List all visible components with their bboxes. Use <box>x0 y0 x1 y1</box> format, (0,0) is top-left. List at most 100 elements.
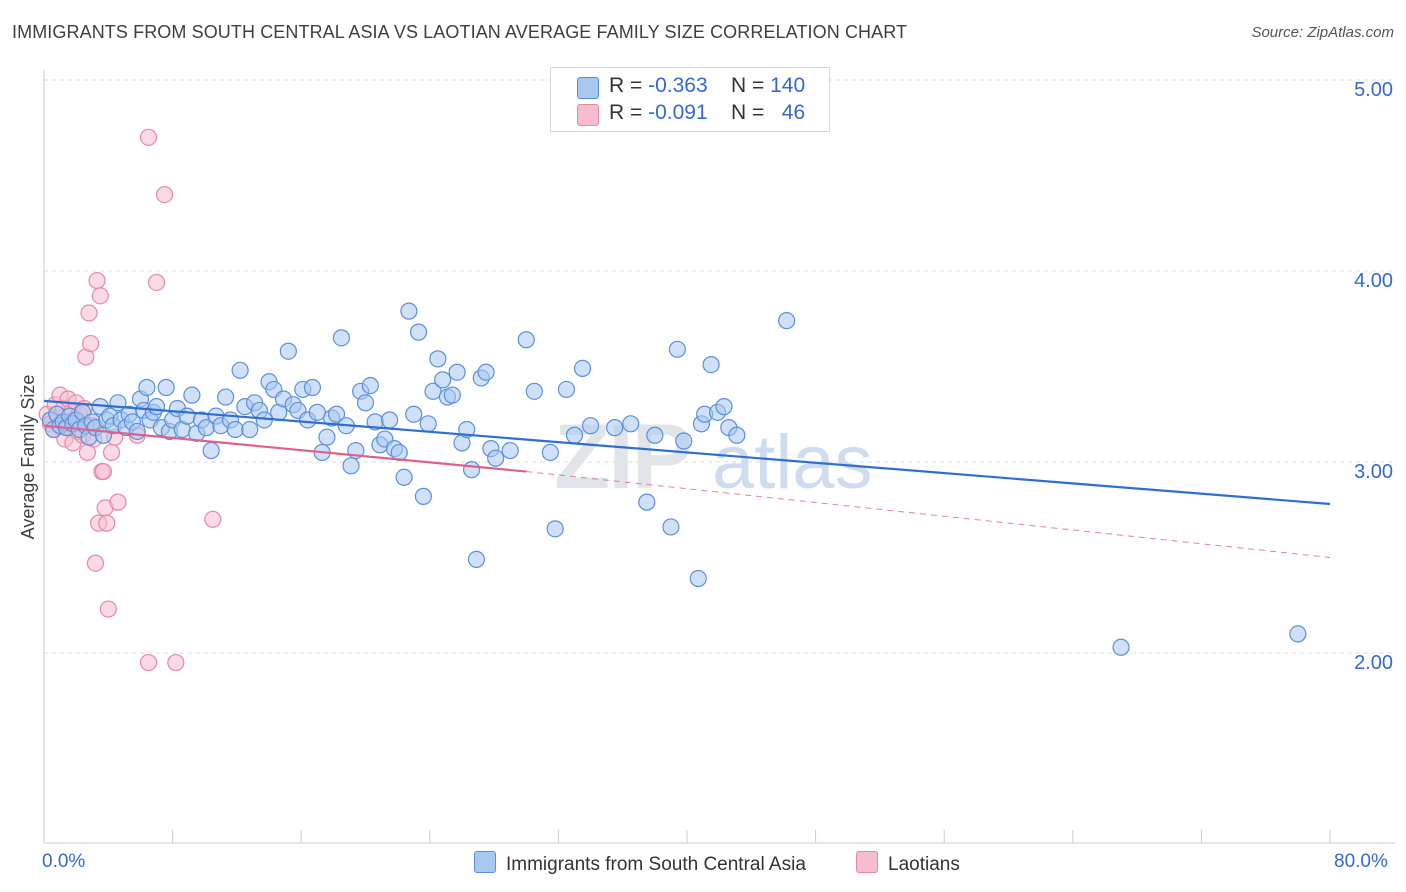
y-tick-label: 2.00 <box>1354 652 1393 674</box>
legend-r-label: R = <box>609 101 643 124</box>
data-point <box>638 493 656 511</box>
data-point <box>689 569 707 588</box>
data-point <box>178 407 196 425</box>
data-point <box>646 426 664 444</box>
data-point <box>715 398 733 416</box>
data-point <box>356 394 375 412</box>
data-point <box>202 441 220 460</box>
data-point <box>429 350 447 368</box>
data-point <box>606 419 624 437</box>
bottom-legend-item-south-central-asia: Immigrants from South Central Asia <box>474 851 806 876</box>
trend-line-blue <box>43 399 1331 506</box>
data-point <box>477 363 495 381</box>
legend-swatch-pink <box>856 851 878 873</box>
data-point <box>573 359 592 378</box>
data-point <box>167 653 185 672</box>
data-point <box>675 432 693 450</box>
axes <box>43 70 1395 844</box>
data-point <box>702 355 720 374</box>
data-point <box>381 411 399 429</box>
data-point <box>138 378 156 397</box>
data-point <box>342 457 360 475</box>
data-point <box>155 186 174 204</box>
x-tick-label-min: 0.0% <box>42 851 86 872</box>
legend-n-value: 140 <box>770 74 806 97</box>
correlation-legend: R = -0.363 N = 140 R = -0.091 N = 46 <box>550 67 830 132</box>
data-point <box>728 426 746 444</box>
legend-n-label: N = <box>731 101 765 124</box>
y-tick-label: 4.00 <box>1354 270 1393 292</box>
chart-title: IMMIGRANTS FROM SOUTH CENTRAL ASIA VS LA… <box>12 22 908 42</box>
data-point <box>147 273 166 292</box>
data-point <box>541 443 559 462</box>
legend-label: Immigrants from South Central Asia <box>506 854 806 875</box>
data-point <box>94 462 113 481</box>
data-point <box>434 371 452 389</box>
data-point <box>581 417 600 435</box>
data-point <box>419 415 437 433</box>
data-point <box>668 340 686 358</box>
data-point <box>409 323 428 341</box>
data-point <box>86 554 105 572</box>
legend-swatch-pink <box>577 104 599 126</box>
data-point <box>462 461 481 479</box>
series-south-central-asia-points <box>41 302 1307 656</box>
data-point <box>139 128 158 146</box>
data-point <box>405 405 423 423</box>
data-point <box>308 403 326 421</box>
data-point <box>400 302 418 320</box>
x-tick-label-max: 80.0% <box>1334 851 1388 872</box>
data-point <box>565 426 584 444</box>
data-point <box>147 398 166 416</box>
data-point <box>448 363 466 381</box>
y-tick-label: 5.00 <box>1354 79 1393 101</box>
legend-r-value: -0.091 <box>648 101 708 124</box>
data-point <box>1112 638 1130 656</box>
trend-lines <box>43 399 1331 558</box>
y-axis-label: Average Family Size <box>18 375 38 540</box>
data-point <box>82 334 100 353</box>
data-point <box>327 405 346 423</box>
legend-swatch-blue <box>474 851 496 873</box>
trend-line-pink <box>43 424 527 473</box>
data-point <box>501 441 519 460</box>
data-point <box>109 493 127 511</box>
data-point <box>414 487 432 505</box>
data-point <box>303 378 322 397</box>
data-point <box>241 420 259 439</box>
data-point <box>183 386 201 404</box>
legend-r-label: R = <box>609 74 643 97</box>
data-point <box>778 312 796 330</box>
y-tick-labels: 2.00 3.00 4.00 5.00 <box>1354 79 1393 674</box>
data-point <box>139 653 158 672</box>
data-point <box>318 428 336 446</box>
data-point <box>424 382 442 400</box>
data-point <box>98 514 116 532</box>
data-point <box>99 600 117 618</box>
data-point <box>622 415 640 433</box>
bottom-legend-item-laotians: Laotians <box>856 851 960 876</box>
data-point <box>662 518 680 536</box>
data-point <box>128 422 146 441</box>
data-point <box>546 520 564 538</box>
legend-n-label: N = <box>731 74 765 97</box>
legend-label: Laotians <box>888 854 960 875</box>
data-point <box>226 420 244 439</box>
data-point <box>443 386 461 404</box>
data-point <box>91 287 109 305</box>
data-point <box>102 443 121 462</box>
data-point <box>279 342 297 360</box>
watermark: ZIP atlas <box>554 406 873 508</box>
data-point <box>204 510 222 528</box>
y-tick-label: 3.00 <box>1354 461 1393 483</box>
data-point <box>525 382 543 400</box>
data-point <box>557 380 576 399</box>
source-credit: Source: ZipAtlas.com <box>1251 24 1394 41</box>
data-point <box>88 271 106 290</box>
data-point <box>361 377 379 395</box>
data-point <box>217 388 235 406</box>
data-point <box>395 468 413 486</box>
legend-n-value: 46 <box>781 101 806 124</box>
data-point <box>231 361 249 379</box>
